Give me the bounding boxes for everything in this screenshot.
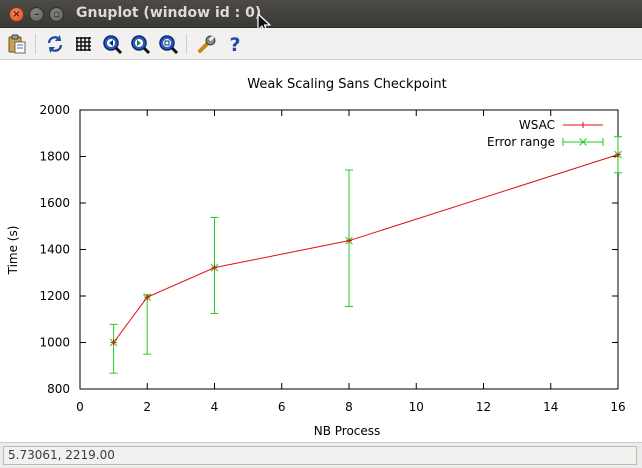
- zoom-back-icon: [103, 35, 123, 55]
- legend-swatch: [563, 122, 603, 128]
- grid-icon: [76, 37, 91, 51]
- clipboard-icon: [8, 34, 26, 54]
- x-tick-label: 16: [610, 400, 625, 414]
- help-button[interactable]: ?: [224, 33, 246, 55]
- data-point: [346, 237, 352, 244]
- data-point: [615, 151, 621, 158]
- window-title: Gnuplot (window id : 0): [76, 5, 262, 21]
- error-bar: [143, 293, 152, 355]
- x-tick-label: 0: [76, 400, 84, 414]
- status-field: [3, 446, 637, 465]
- x-tick-label: 10: [409, 400, 424, 414]
- zoom-previous-button[interactable]: [101, 33, 123, 55]
- close-button[interactable]: ×: [9, 7, 24, 22]
- y-tick-label: 1600: [39, 196, 70, 210]
- zoom-fit-icon: [159, 35, 179, 55]
- minimize-button[interactable]: –: [29, 7, 44, 22]
- series-line-wsac: [113, 154, 619, 343]
- x-tick-label: 8: [345, 400, 353, 414]
- chart: Weak Scaling Sans Checkpoint 0 2 4 6 8 10 12 14…: [6, 77, 626, 438]
- autoscale-button[interactable]: [157, 33, 179, 55]
- y-tick-label: 1400: [39, 243, 70, 257]
- legend-swatch: [562, 138, 604, 146]
- svg-text:?: ?: [229, 34, 240, 55]
- toolbar: ?: [0, 28, 642, 60]
- grid-button[interactable]: [73, 33, 95, 55]
- data-point: [144, 294, 151, 301]
- y-tick-label: 2000: [39, 103, 70, 117]
- refresh-icon: [47, 35, 63, 53]
- zoom-forward-icon: [131, 35, 151, 55]
- data-point: [211, 264, 218, 271]
- help-icon: ?: [229, 34, 240, 55]
- chart-title: Weak Scaling Sans Checkpoint: [247, 77, 446, 92]
- mouse-coordinates-readout: 5.73061, 2219.00: [8, 448, 115, 462]
- x-tick-label: 6: [278, 400, 286, 414]
- toolbar-separator: [35, 34, 36, 54]
- error-bar: [109, 323, 118, 374]
- y-axis-label: Time (s): [6, 226, 20, 276]
- y-tick-label: 800: [47, 382, 70, 396]
- x-tick-label: 4: [211, 400, 219, 414]
- replot-button[interactable]: [44, 33, 66, 55]
- legend-label: WSAC: [519, 118, 555, 132]
- y-tick-label: 1800: [39, 150, 70, 164]
- status-bar: [0, 442, 642, 468]
- plot-canvas[interactable]: Weak Scaling Sans Checkpoint 0 2 4 6 8 10 12 14…: [0, 60, 642, 442]
- wrench-icon: [198, 35, 216, 53]
- x-tick-label: 12: [476, 400, 491, 414]
- data-point: [110, 339, 117, 346]
- x-axis-label: NB Process: [314, 424, 381, 438]
- copy-clipboard-button[interactable]: [6, 33, 28, 55]
- x-tick-label: 2: [143, 400, 151, 414]
- zoom-next-button[interactable]: [129, 33, 151, 55]
- legend-label: Error range: [487, 135, 555, 149]
- y-tick-label: 1000: [39, 336, 70, 350]
- toolbar-separator: [186, 34, 187, 54]
- settings-button[interactable]: [196, 33, 218, 55]
- x-tick-label: 14: [543, 400, 558, 414]
- y-tick-label: 1200: [39, 289, 70, 303]
- maximize-button[interactable]: ▫: [49, 7, 64, 22]
- window-titlebar[interactable]: × – ▫ Gnuplot (window id : 0): [0, 0, 642, 28]
